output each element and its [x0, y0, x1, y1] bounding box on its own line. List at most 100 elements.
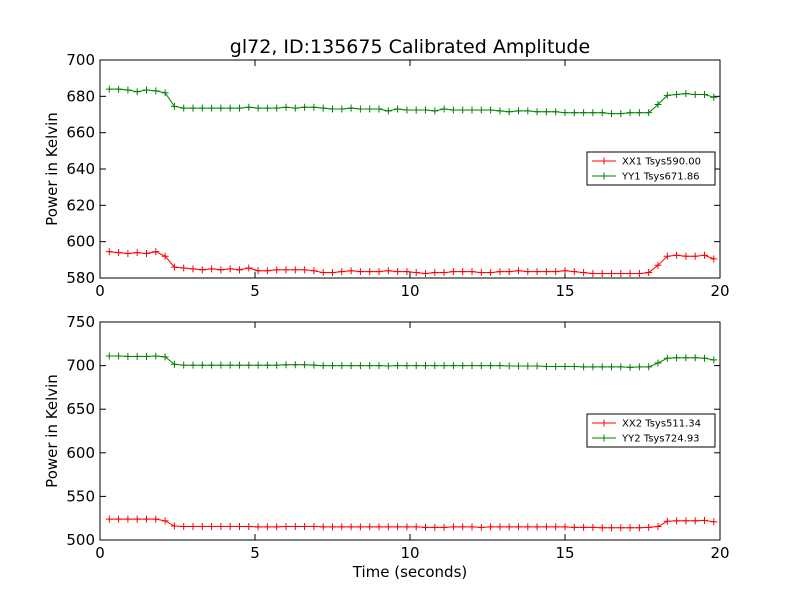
data-point	[394, 105, 402, 113]
data-point	[143, 352, 150, 360]
data-point	[105, 248, 113, 256]
data-point	[291, 361, 299, 369]
data-point	[143, 249, 150, 257]
data-point	[236, 522, 243, 530]
data-point	[338, 362, 346, 370]
legend-marker	[600, 172, 608, 180]
data-point	[701, 91, 708, 99]
data-point	[236, 361, 243, 369]
data-point	[412, 523, 420, 531]
data-point	[273, 104, 281, 112]
data-point	[459, 268, 467, 276]
data-point	[589, 269, 597, 277]
data-point	[468, 106, 476, 114]
data-point	[143, 515, 150, 523]
y-tick-label: 750	[66, 313, 95, 331]
data-point	[663, 91, 671, 99]
legend-box	[586, 413, 716, 448]
data-point	[170, 102, 178, 110]
data-point	[552, 268, 560, 276]
data-point	[403, 106, 411, 114]
data-point	[459, 106, 467, 114]
data-point	[710, 255, 718, 263]
legend-label: XX1 Tsys590.00	[622, 157, 701, 168]
data-point	[152, 87, 160, 95]
data-point	[310, 103, 318, 111]
data-point	[682, 517, 690, 525]
data-point	[161, 252, 169, 260]
data-point	[105, 352, 113, 360]
data-point	[356, 523, 364, 531]
data-point	[673, 354, 681, 362]
chart-title: gl72, ID:135675 Calibrated Amplitude	[230, 36, 590, 58]
data-point	[496, 362, 504, 370]
data-point	[645, 269, 653, 277]
data-point	[496, 107, 504, 115]
data-point	[524, 523, 532, 531]
data-point	[366, 268, 374, 276]
data-point	[263, 104, 271, 112]
data-point	[449, 268, 457, 276]
data-point	[663, 354, 671, 362]
data-point	[496, 523, 504, 531]
data-point	[375, 362, 383, 370]
data-point	[542, 362, 550, 370]
data-point	[133, 249, 141, 257]
y-tick-label: 600	[66, 233, 95, 251]
data-point	[505, 523, 513, 531]
data-point	[561, 523, 569, 531]
data-point	[329, 523, 336, 531]
data-point	[356, 105, 364, 113]
data-point	[449, 523, 457, 531]
data-point	[598, 524, 606, 532]
data-point	[589, 523, 597, 531]
data-point	[682, 90, 690, 98]
data-point	[310, 361, 318, 369]
data-point	[654, 261, 662, 269]
data-point	[115, 85, 123, 93]
data-point	[487, 269, 495, 277]
data-point	[282, 522, 290, 530]
data-point	[403, 362, 411, 370]
data-point	[542, 523, 550, 531]
data-point	[524, 107, 532, 115]
data-point	[236, 266, 243, 274]
data-point	[217, 104, 225, 112]
data-point	[673, 251, 681, 259]
data-point	[691, 252, 699, 260]
data-point	[180, 361, 188, 369]
data-point	[701, 354, 708, 362]
data-point	[589, 363, 597, 371]
data-point	[301, 361, 309, 369]
y-tick-label: 550	[66, 487, 95, 505]
data-point	[366, 523, 374, 531]
data-point	[143, 86, 150, 94]
data-point	[468, 523, 476, 531]
data-point	[477, 269, 485, 277]
data-point	[598, 269, 606, 277]
data-point	[198, 266, 206, 274]
data-point	[617, 363, 625, 371]
data-point	[152, 352, 160, 360]
data-point	[477, 362, 485, 370]
data-point	[375, 523, 383, 531]
data-point	[208, 265, 216, 273]
data-point	[245, 264, 253, 272]
data-point	[673, 91, 681, 99]
data-point	[626, 109, 634, 117]
y-tick-label: 580	[66, 269, 95, 287]
data-point	[189, 104, 197, 112]
plot-frame	[99, 59, 721, 279]
data-point	[422, 269, 429, 277]
data-point	[580, 363, 588, 371]
data-point	[254, 267, 262, 275]
data-point	[208, 522, 216, 530]
data-point	[124, 249, 132, 257]
data-point	[617, 110, 625, 118]
y-tick-label: 650	[66, 400, 95, 418]
data-point	[542, 268, 550, 276]
y-tick-label: 700	[66, 357, 95, 375]
bottom-chart: 0 5 10 15 20 500 550 600 650 700 750 Power in Kelvi…	[43, 313, 730, 562]
data-point	[282, 103, 290, 111]
legend-marker	[600, 419, 608, 427]
